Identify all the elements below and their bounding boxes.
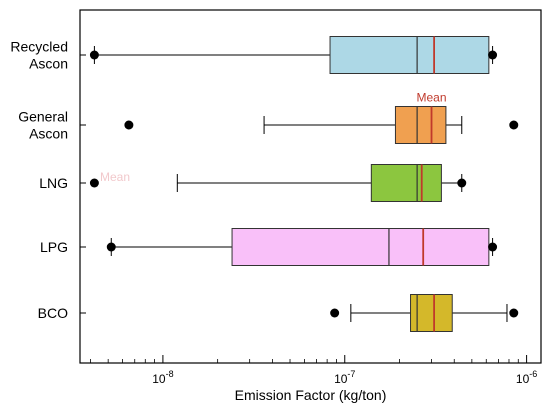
- outlier-point: [124, 120, 134, 130]
- plot-frame: [79, 9, 542, 364]
- x-tick-exponent: -6: [529, 369, 537, 379]
- box-group-lng: [89, 164, 467, 202]
- category-label: Recycled: [10, 39, 68, 55]
- outlier-point: [488, 50, 498, 60]
- x-tick-exponent: -7: [347, 369, 355, 379]
- mean-annotation: Mean: [417, 91, 447, 105]
- box-group-lpg: [106, 228, 498, 266]
- category-label: BCO: [38, 305, 68, 321]
- iqr-box: [394, 106, 447, 144]
- outlier-point: [330, 308, 340, 318]
- box-group-recycled-ascon: [89, 36, 498, 74]
- plot-area: 10-8 10-7 10-6RecycledAsconGeneralAsconLNG…: [10, 9, 542, 386]
- category-label: Ascon: [29, 56, 68, 72]
- iqr-box: [329, 36, 490, 74]
- x-tick-label: 10-6: [516, 369, 537, 386]
- box-group-bco: [330, 294, 519, 332]
- category-label: General: [18, 109, 68, 125]
- outlier-point: [509, 308, 519, 318]
- outlier-point: [488, 242, 498, 252]
- outlier-point: [457, 178, 467, 188]
- x-tick-label: 10-7: [334, 369, 355, 386]
- x-tick-label: 10-8: [152, 369, 173, 386]
- x-tick-exponent: -8: [166, 369, 174, 379]
- x-tick-base: 10: [516, 372, 530, 386]
- box-group-general-ascon: [124, 106, 519, 144]
- outlier-point: [106, 242, 116, 252]
- mean-ghost-annotation: Mean: [100, 170, 130, 184]
- outlier-point: [89, 178, 99, 188]
- category-label: Ascon: [29, 126, 68, 142]
- category-label: LPG: [40, 239, 68, 255]
- iqr-box: [370, 164, 442, 202]
- outlier-point: [509, 120, 519, 130]
- category-label: LNG: [39, 175, 68, 191]
- iqr-box: [231, 228, 490, 266]
- outlier-point: [89, 50, 99, 60]
- x-tick-base: 10: [334, 372, 348, 386]
- x-axis-title: Emission Factor (kg/ton): [235, 387, 387, 403]
- x-tick-base: 10: [152, 372, 166, 386]
